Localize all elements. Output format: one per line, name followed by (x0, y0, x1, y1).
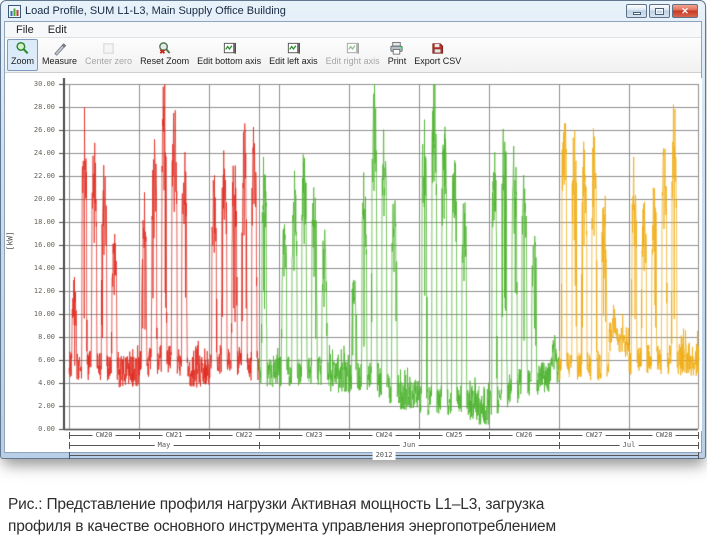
axis-tick-label: CW20 (92, 431, 116, 440)
year-cell: 2012 (69, 451, 699, 461)
toolbar-button-label: Edit left axis (269, 56, 318, 66)
axis-cell: CW22 (209, 431, 279, 441)
axis-tick-label: May (154, 441, 174, 450)
y-tick-label: 18.00 (33, 218, 55, 226)
toolbar-button-label: Measure (42, 56, 78, 66)
toolbar-button-label: Reset Zoom (140, 56, 190, 66)
menu-file[interactable]: File (16, 23, 34, 36)
axis-cell: CW20 (69, 431, 139, 441)
axis-cell: CW25 (419, 431, 489, 441)
y-tick-label: 24.00 (33, 149, 55, 157)
toolbar-button-zoom[interactable]: Zoom (7, 39, 39, 71)
axis-tick-label: Jul (619, 441, 639, 450)
x-axis-year-row: 2012 (69, 451, 699, 461)
toolbar-button-label: Edit right axis (325, 56, 380, 66)
toolbar-button-measure[interactable]: Measure (38, 39, 81, 71)
menu-edit[interactable]: Edit (47, 23, 67, 36)
caption-line-2: профиля в качестве основного инструмента… (8, 518, 556, 535)
print-icon (389, 41, 405, 56)
y-tick-label: 2.00 (38, 402, 55, 410)
zoom-icon (15, 41, 31, 56)
toolbar-button-edit-right-axis[interactable]: Edit right axis (322, 39, 384, 71)
x-axis-week-row: CW20 CW21 CW22 CW23 CW24 CW25 CW26 CW27 CW28 (69, 431, 699, 441)
axis-tick-label: Jun (399, 441, 419, 450)
toolbar-button-export-csv[interactable]: Export CSV (410, 39, 465, 71)
y-tick-label: 12.00 (33, 287, 55, 295)
axis-tick-label: CW23 (302, 431, 326, 440)
axis-cell: CW24 (349, 431, 419, 441)
figure-caption: Рис.: Представление профиля нагрузки Акт… (8, 494, 702, 538)
y-tick-label: 20.00 (33, 195, 55, 203)
toolbar-button-center-zero[interactable]: Center zero (81, 39, 136, 71)
toolbar-button-edit-bottom-axis[interactable]: Edit bottom axis (193, 39, 265, 71)
caption-line-1: Рис.: Представление профиля нагрузки Акт… (8, 496, 545, 513)
axis-cell: May (69, 441, 259, 451)
toolbar-button-reset-zoom[interactable]: Reset Zoom (136, 39, 193, 71)
x-axis-month-row: May Jun Jul (69, 441, 699, 451)
axis-tick-label: CW27 (582, 431, 606, 440)
title-bar[interactable]: Load Profile, SUM L1-L3, Main Supply Off… (4, 1, 702, 21)
load-profile-plot[interactable] (57, 78, 702, 431)
toolbar: Zoom Measure Center zero Reset Zoom Edit bot… (5, 38, 701, 73)
toolbar-button-label: Center zero (85, 56, 133, 66)
y-tick-label: 14.00 (33, 264, 55, 272)
y-tick-label: 8.00 (38, 333, 55, 341)
app-icon (8, 4, 21, 18)
minimize-icon (632, 12, 641, 15)
chart-area: [kW] 30.00 28.00 26.00 24.00 22.00 20.00 18.00… (5, 73, 702, 460)
toolbar-button-print[interactable]: Print (384, 39, 411, 71)
axis-tick-label: CW24 (372, 431, 396, 440)
y-tick-label: 30.00 (33, 80, 55, 88)
edit-right-axis-icon (345, 41, 361, 56)
y-tick-label: 6.00 (38, 356, 55, 364)
minimize-button[interactable] (626, 4, 647, 18)
y-tick-label: 26.00 (33, 126, 55, 134)
axis-tick-label: CW21 (162, 431, 186, 440)
axis-tick-label: CW28 (652, 431, 676, 440)
toolbar-button-label: Print (387, 56, 407, 66)
maximize-button[interactable] (649, 4, 670, 18)
close-button[interactable]: ✕ (672, 4, 698, 18)
y-tick-label: 22.00 (33, 172, 55, 180)
y-tick-label: 16.00 (33, 241, 55, 249)
year-label: 2012 (372, 451, 396, 460)
export-csv-icon (430, 41, 446, 56)
axis-tick-label: CW22 (232, 431, 256, 440)
axis-cell: CW23 (279, 431, 349, 441)
axis-cell: CW21 (139, 431, 209, 441)
close-icon: ✕ (681, 5, 689, 16)
axis-cell: Jun (259, 441, 559, 451)
axis-cell: CW26 (489, 431, 559, 441)
toolbar-button-label: Zoom (11, 56, 35, 66)
toolbar-button-label: Export CSV (414, 56, 462, 66)
axis-tick-label: CW25 (442, 431, 466, 440)
axis-tick-label: CW26 (512, 431, 536, 440)
axis-cell: CW28 (629, 431, 699, 441)
measure-icon (52, 41, 68, 56)
edit-left-axis-icon (285, 41, 301, 56)
window-title: Load Profile, SUM L1-L3, Main Supply Off… (25, 5, 286, 17)
axis-cell: Jul (559, 441, 699, 451)
toolbar-button-edit-left-axis[interactable]: Edit left axis (265, 39, 322, 71)
y-tick-label: 28.00 (33, 103, 55, 111)
toolbar-button-label: Edit bottom axis (197, 56, 262, 66)
reset-zoom-icon (157, 41, 173, 56)
y-tick-label: 10.00 (33, 310, 55, 318)
y-axis-unit-label: [kW] (5, 231, 15, 251)
maximize-icon (655, 7, 664, 15)
axis-cell: CW27 (559, 431, 629, 441)
center-zero-icon (101, 41, 117, 56)
menu-bar: File Edit (5, 22, 701, 38)
edit-bottom-axis-icon (221, 41, 237, 56)
y-tick-label: 4.00 (38, 379, 55, 387)
app-window: Load Profile, SUM L1-L3, Main Supply Off… (0, 0, 706, 460)
y-tick-label: 0.00 (38, 425, 55, 433)
